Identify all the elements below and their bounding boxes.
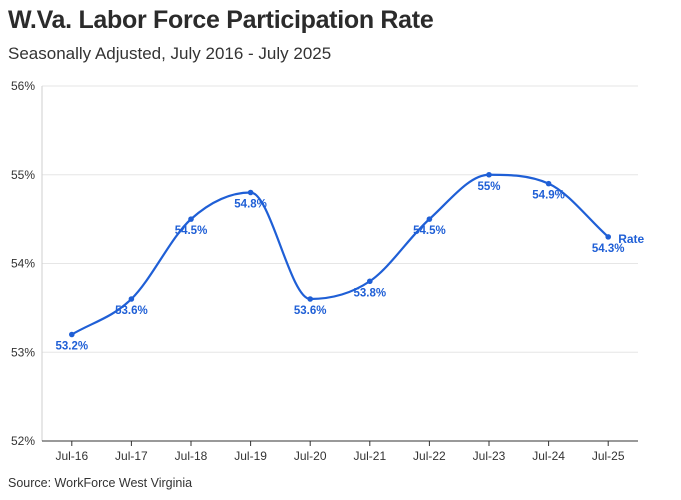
x-tick-label: Jul-16 [55, 449, 88, 463]
data-point [426, 216, 433, 222]
x-axis: Jul-16 Jul-17 Jul-18 Jul-19 Jul-20 Jul-21 Jul-… [42, 440, 638, 463]
y-tick-label: 54% [11, 257, 35, 271]
x-tick-label: Jul-24 [532, 449, 565, 463]
y-tick-label: 52% [11, 434, 35, 448]
data-label: 54.5% [175, 225, 208, 237]
data-label: 54.3% [592, 243, 625, 255]
x-tick-label: Jul-21 [353, 449, 386, 463]
data-point [605, 234, 611, 240]
data-point [247, 189, 254, 196]
x-tick-label: Jul-25 [592, 449, 625, 463]
gridlines [42, 85, 638, 353]
x-tick-label: Jul-17 [115, 449, 148, 463]
data-label: 53.6% [115, 305, 148, 317]
chart-title: W.Va. Labor Force Participation Rate [8, 6, 434, 34]
data-point [128, 296, 135, 302]
y-axis: 52% 53% 54% 55% 56% [11, 79, 43, 448]
x-tick-label: Jul-23 [473, 449, 506, 463]
data-point [545, 180, 552, 187]
data-label: 53.6% [294, 305, 327, 317]
data-labels: 53.2% 53.6% 54.5% 54.8% 53.6% 53.8% 54.5% 55% 54… [55, 181, 644, 353]
data-label: 54.9% [532, 190, 565, 202]
data-point [367, 278, 373, 285]
x-tick-label: Jul-20 [294, 449, 327, 463]
x-tick-label: Jul-19 [234, 449, 267, 463]
data-label: 53.8% [353, 287, 386, 299]
series-line-rate [71, 173, 609, 336]
source-note: Source: WorkForce West Virginia [8, 476, 193, 490]
x-tick-label: Jul-18 [175, 449, 208, 463]
y-tick-label: 55% [11, 168, 35, 182]
data-label: 53.2% [55, 341, 88, 353]
data-label: 55% [477, 181, 500, 193]
line-chart: 52% 53% 54% 55% 56% Jul-16 Jul-17 Jul-18 Jul-19… [11, 79, 645, 463]
series-name-label: Rate [618, 232, 644, 246]
y-tick-label: 56% [11, 79, 35, 93]
y-tick-label: 53% [11, 345, 35, 359]
data-point [188, 216, 194, 222]
chart-subtitle: Seasonally Adjusted, July 2016 - July 20… [8, 44, 332, 63]
data-point [307, 296, 314, 302]
series-rate [69, 171, 611, 338]
data-label: 54.8% [234, 199, 267, 211]
data-label: 54.5% [413, 225, 446, 237]
x-tick-label: Jul-22 [413, 449, 446, 463]
data-point [69, 331, 75, 338]
data-point [486, 171, 492, 178]
